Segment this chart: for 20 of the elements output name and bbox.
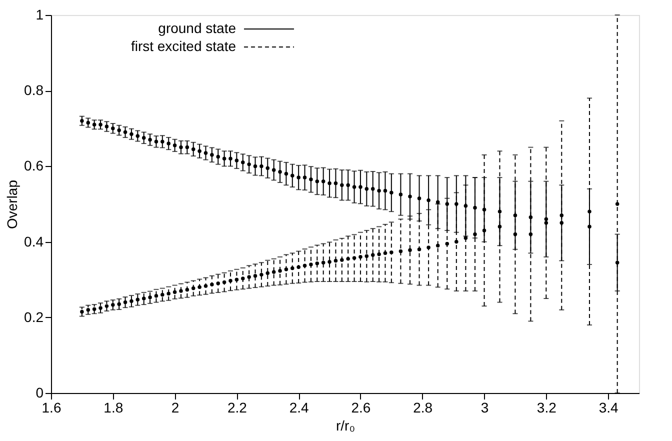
x-tick-label: 3.2 [536, 400, 557, 416]
x-tick-label: 2.8 [413, 400, 433, 416]
x-tick-label: 2.4 [289, 400, 310, 416]
x-tick-label: 1.6 [42, 400, 62, 416]
x-tick-label: 3 [480, 400, 489, 416]
y-axis-title: Overlap [4, 180, 20, 230]
x-tick-label: 2.2 [227, 400, 248, 416]
x-tick-label: 1.8 [104, 400, 124, 416]
legend-label: ground state [158, 20, 236, 36]
y-tick-label: 0.8 [24, 82, 44, 98]
y-tick-label: 0.2 [24, 308, 44, 325]
x-tick-label: 2.6 [351, 400, 371, 416]
x-tick-label: 3.4 [598, 400, 618, 416]
y-tick-label: 1 [36, 6, 44, 22]
y-tick-label: 0 [36, 384, 44, 400]
legend-label: first excited state [130, 38, 236, 54]
y-tick-label: 0.4 [24, 233, 44, 250]
x-tick-label: 2 [171, 400, 180, 416]
x-axis-title: r/r₀ [336, 418, 356, 434]
y-tick-label: 0.6 [24, 158, 44, 174]
